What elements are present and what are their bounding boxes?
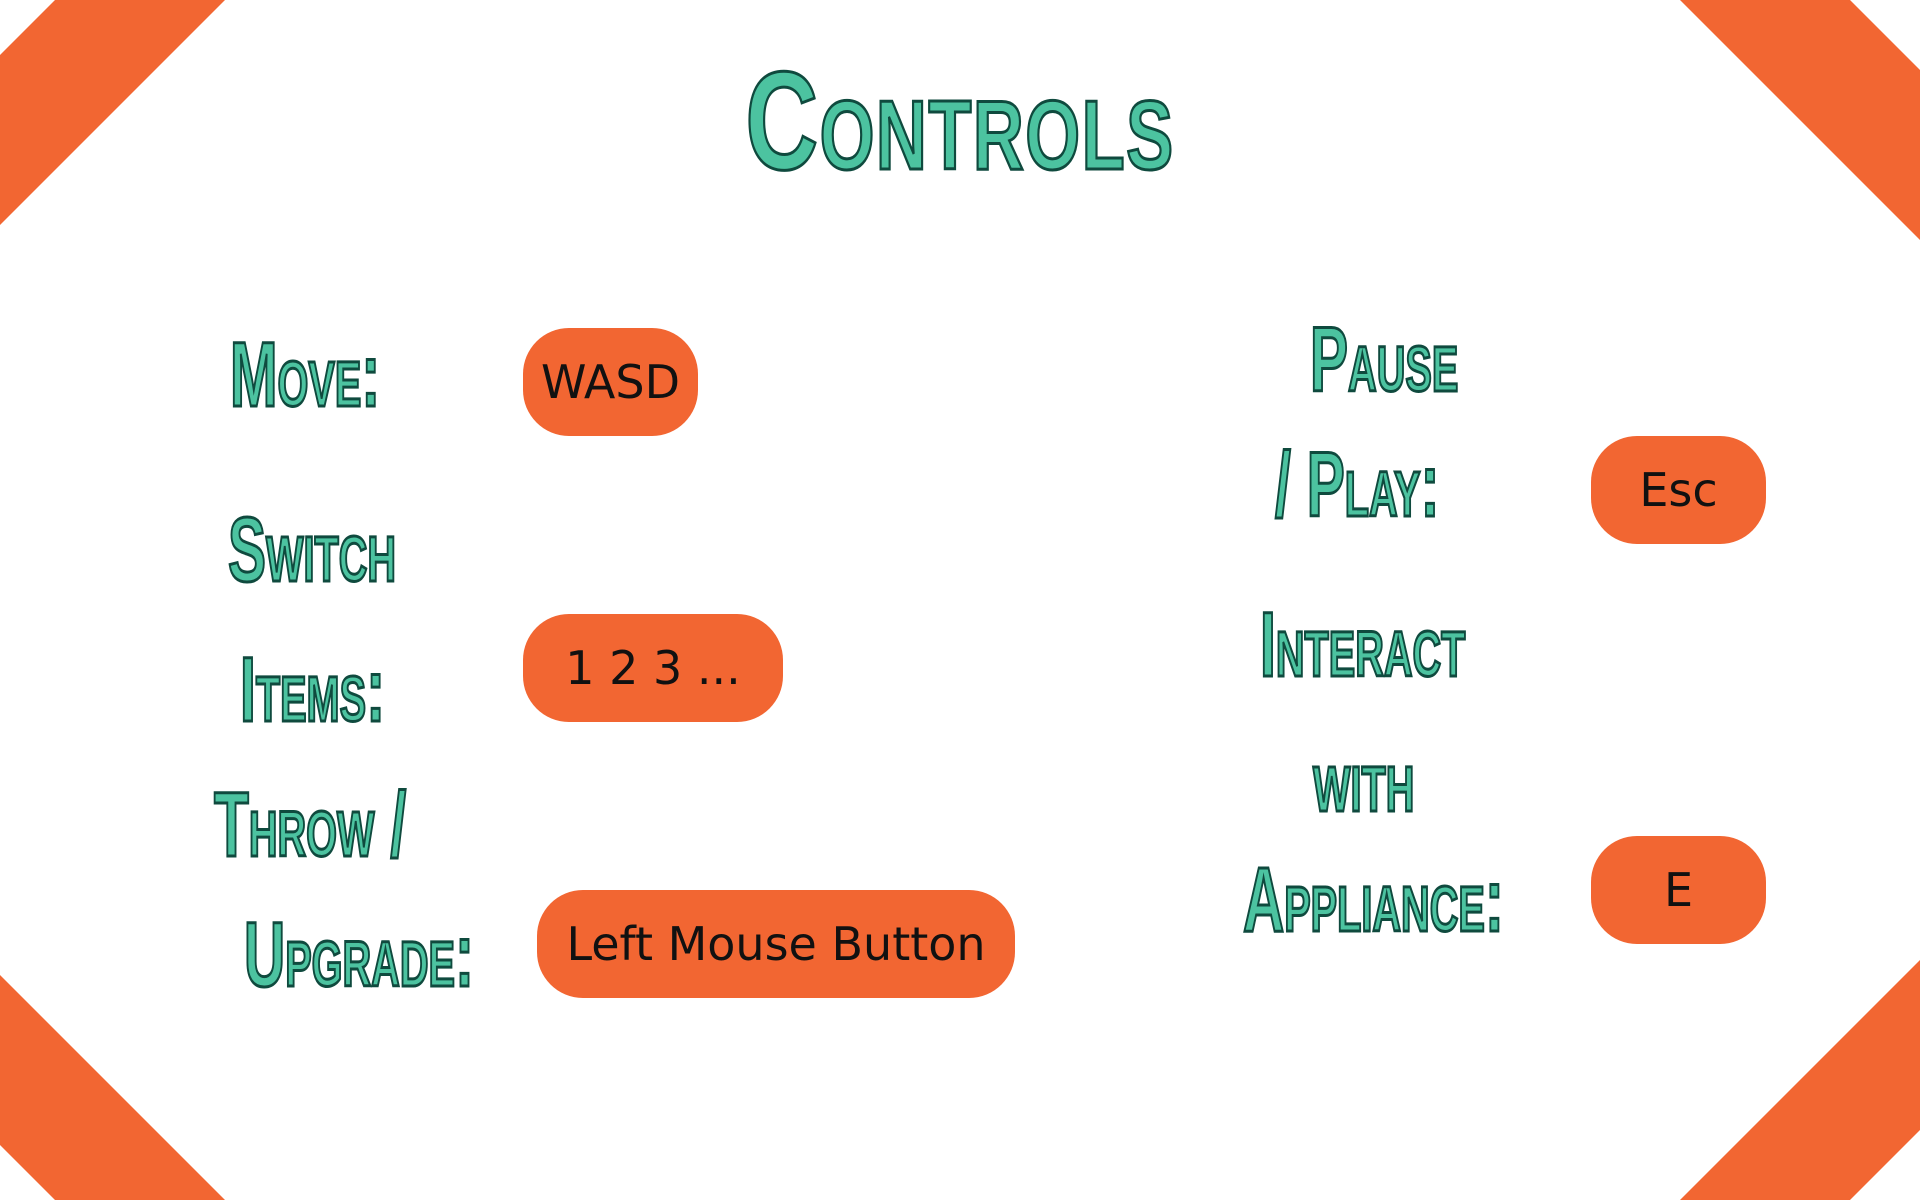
interact-label-line3: Appliance: bbox=[1242, 849, 1505, 952]
corner-stripe-top-left bbox=[0, 0, 225, 225]
corner-stripe-top-right bbox=[1680, 0, 1920, 240]
pause-play-key-badge: Esc bbox=[1591, 436, 1766, 544]
corner-stripe-bottom-left bbox=[0, 975, 225, 1200]
pause-play-label-line2: / Play: bbox=[1274, 434, 1440, 537]
move-label: Move: bbox=[229, 324, 381, 427]
throw-upgrade-label-line1: Throw / bbox=[213, 774, 407, 877]
throw-upgrade-key-badge: Left Mouse Button bbox=[537, 890, 1015, 998]
interact-label-line2: with bbox=[1312, 729, 1415, 832]
corner-stripe-bottom-right bbox=[1680, 960, 1920, 1200]
switch-items-label-line1: Switch bbox=[227, 499, 397, 602]
move-key-badge: WASD bbox=[523, 328, 698, 436]
switch-items-label-line2: Items: bbox=[239, 639, 386, 742]
interact-key-badge: E bbox=[1591, 836, 1766, 944]
interact-label-line1: Interact bbox=[1259, 594, 1466, 697]
page-title: Controls bbox=[744, 41, 1175, 201]
throw-upgrade-label-line2: Upgrade: bbox=[243, 904, 475, 1007]
switch-items-key-badge: 1 2 3 ... bbox=[523, 614, 783, 722]
pause-play-label-line1: Pause bbox=[1309, 309, 1459, 412]
